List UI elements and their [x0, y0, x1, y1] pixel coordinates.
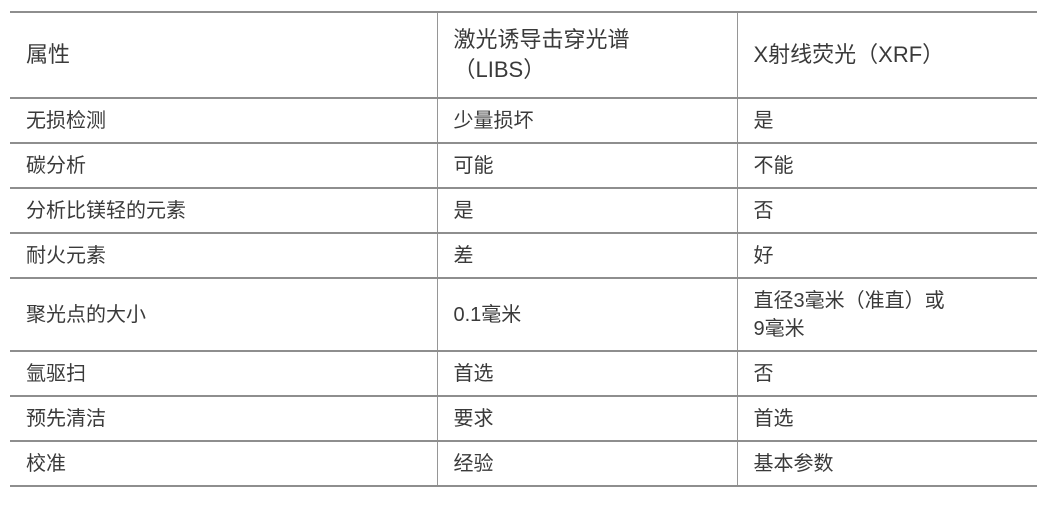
- table-row: 聚光点的大小 0.1毫米 直径3毫米（准直）或 9毫米: [10, 277, 1037, 352]
- cell-xrf-value: 好: [736, 232, 1037, 279]
- cell-libs-value: 首选: [436, 350, 737, 397]
- cell-xrf-value: 首选: [736, 395, 1037, 442]
- cell-libs-value: 经验: [436, 440, 737, 487]
- table-header-row: 属性 激光诱导击穿光谱 （LIBS） X射线荧光（XRF）: [10, 11, 1037, 99]
- cell-attribute: 耐火元素: [10, 232, 437, 279]
- cell-attribute: 分析比镁轻的元素: [10, 187, 437, 234]
- table-row: 耐火元素 差 好: [10, 232, 1037, 279]
- cell-xrf-value: 基本参数: [736, 440, 1037, 487]
- cell-xrf-value: 否: [736, 350, 1037, 397]
- cell-attribute: 氩驱扫: [10, 350, 437, 397]
- cell-libs-value: 可能: [436, 142, 737, 189]
- cell-xrf-value: 不能: [736, 142, 1037, 189]
- table-row: 无损检测 少量损坏 是: [10, 97, 1037, 144]
- header-cell-xrf: X射线荧光（XRF）: [736, 11, 1037, 99]
- cell-libs-value: 差: [436, 232, 737, 279]
- cell-xrf-value: 否: [736, 187, 1037, 234]
- table-row: 碳分析 可能 不能: [10, 142, 1037, 189]
- cell-attribute: 预先清洁: [10, 395, 437, 442]
- cell-libs-value: 是: [436, 187, 737, 234]
- header-cell-attribute: 属性: [10, 11, 437, 99]
- table-row: 氩驱扫 首选 否: [10, 350, 1037, 397]
- table-row: 预先清洁 要求 首选: [10, 395, 1037, 442]
- header-cell-libs: 激光诱导击穿光谱 （LIBS）: [436, 11, 737, 99]
- cell-libs-value: 0.1毫米: [436, 277, 737, 352]
- libs-xrf-comparison-table: 属性 激光诱导击穿光谱 （LIBS） X射线荧光（XRF） 无损检测 少量损坏 …: [10, 11, 1037, 487]
- cell-xrf-value: 是: [736, 97, 1037, 144]
- cell-attribute: 聚光点的大小: [10, 277, 437, 352]
- cell-libs-value: 要求: [436, 395, 737, 442]
- cell-attribute: 校准: [10, 440, 437, 487]
- cell-xrf-value: 直径3毫米（准直）或 9毫米: [736, 277, 1037, 352]
- cell-attribute: 无损检测: [10, 97, 437, 144]
- cell-libs-value: 少量损坏: [436, 97, 737, 144]
- table-row: 分析比镁轻的元素 是 否: [10, 187, 1037, 234]
- table-row: 校准 经验 基本参数: [10, 440, 1037, 487]
- cell-attribute: 碳分析: [10, 142, 437, 189]
